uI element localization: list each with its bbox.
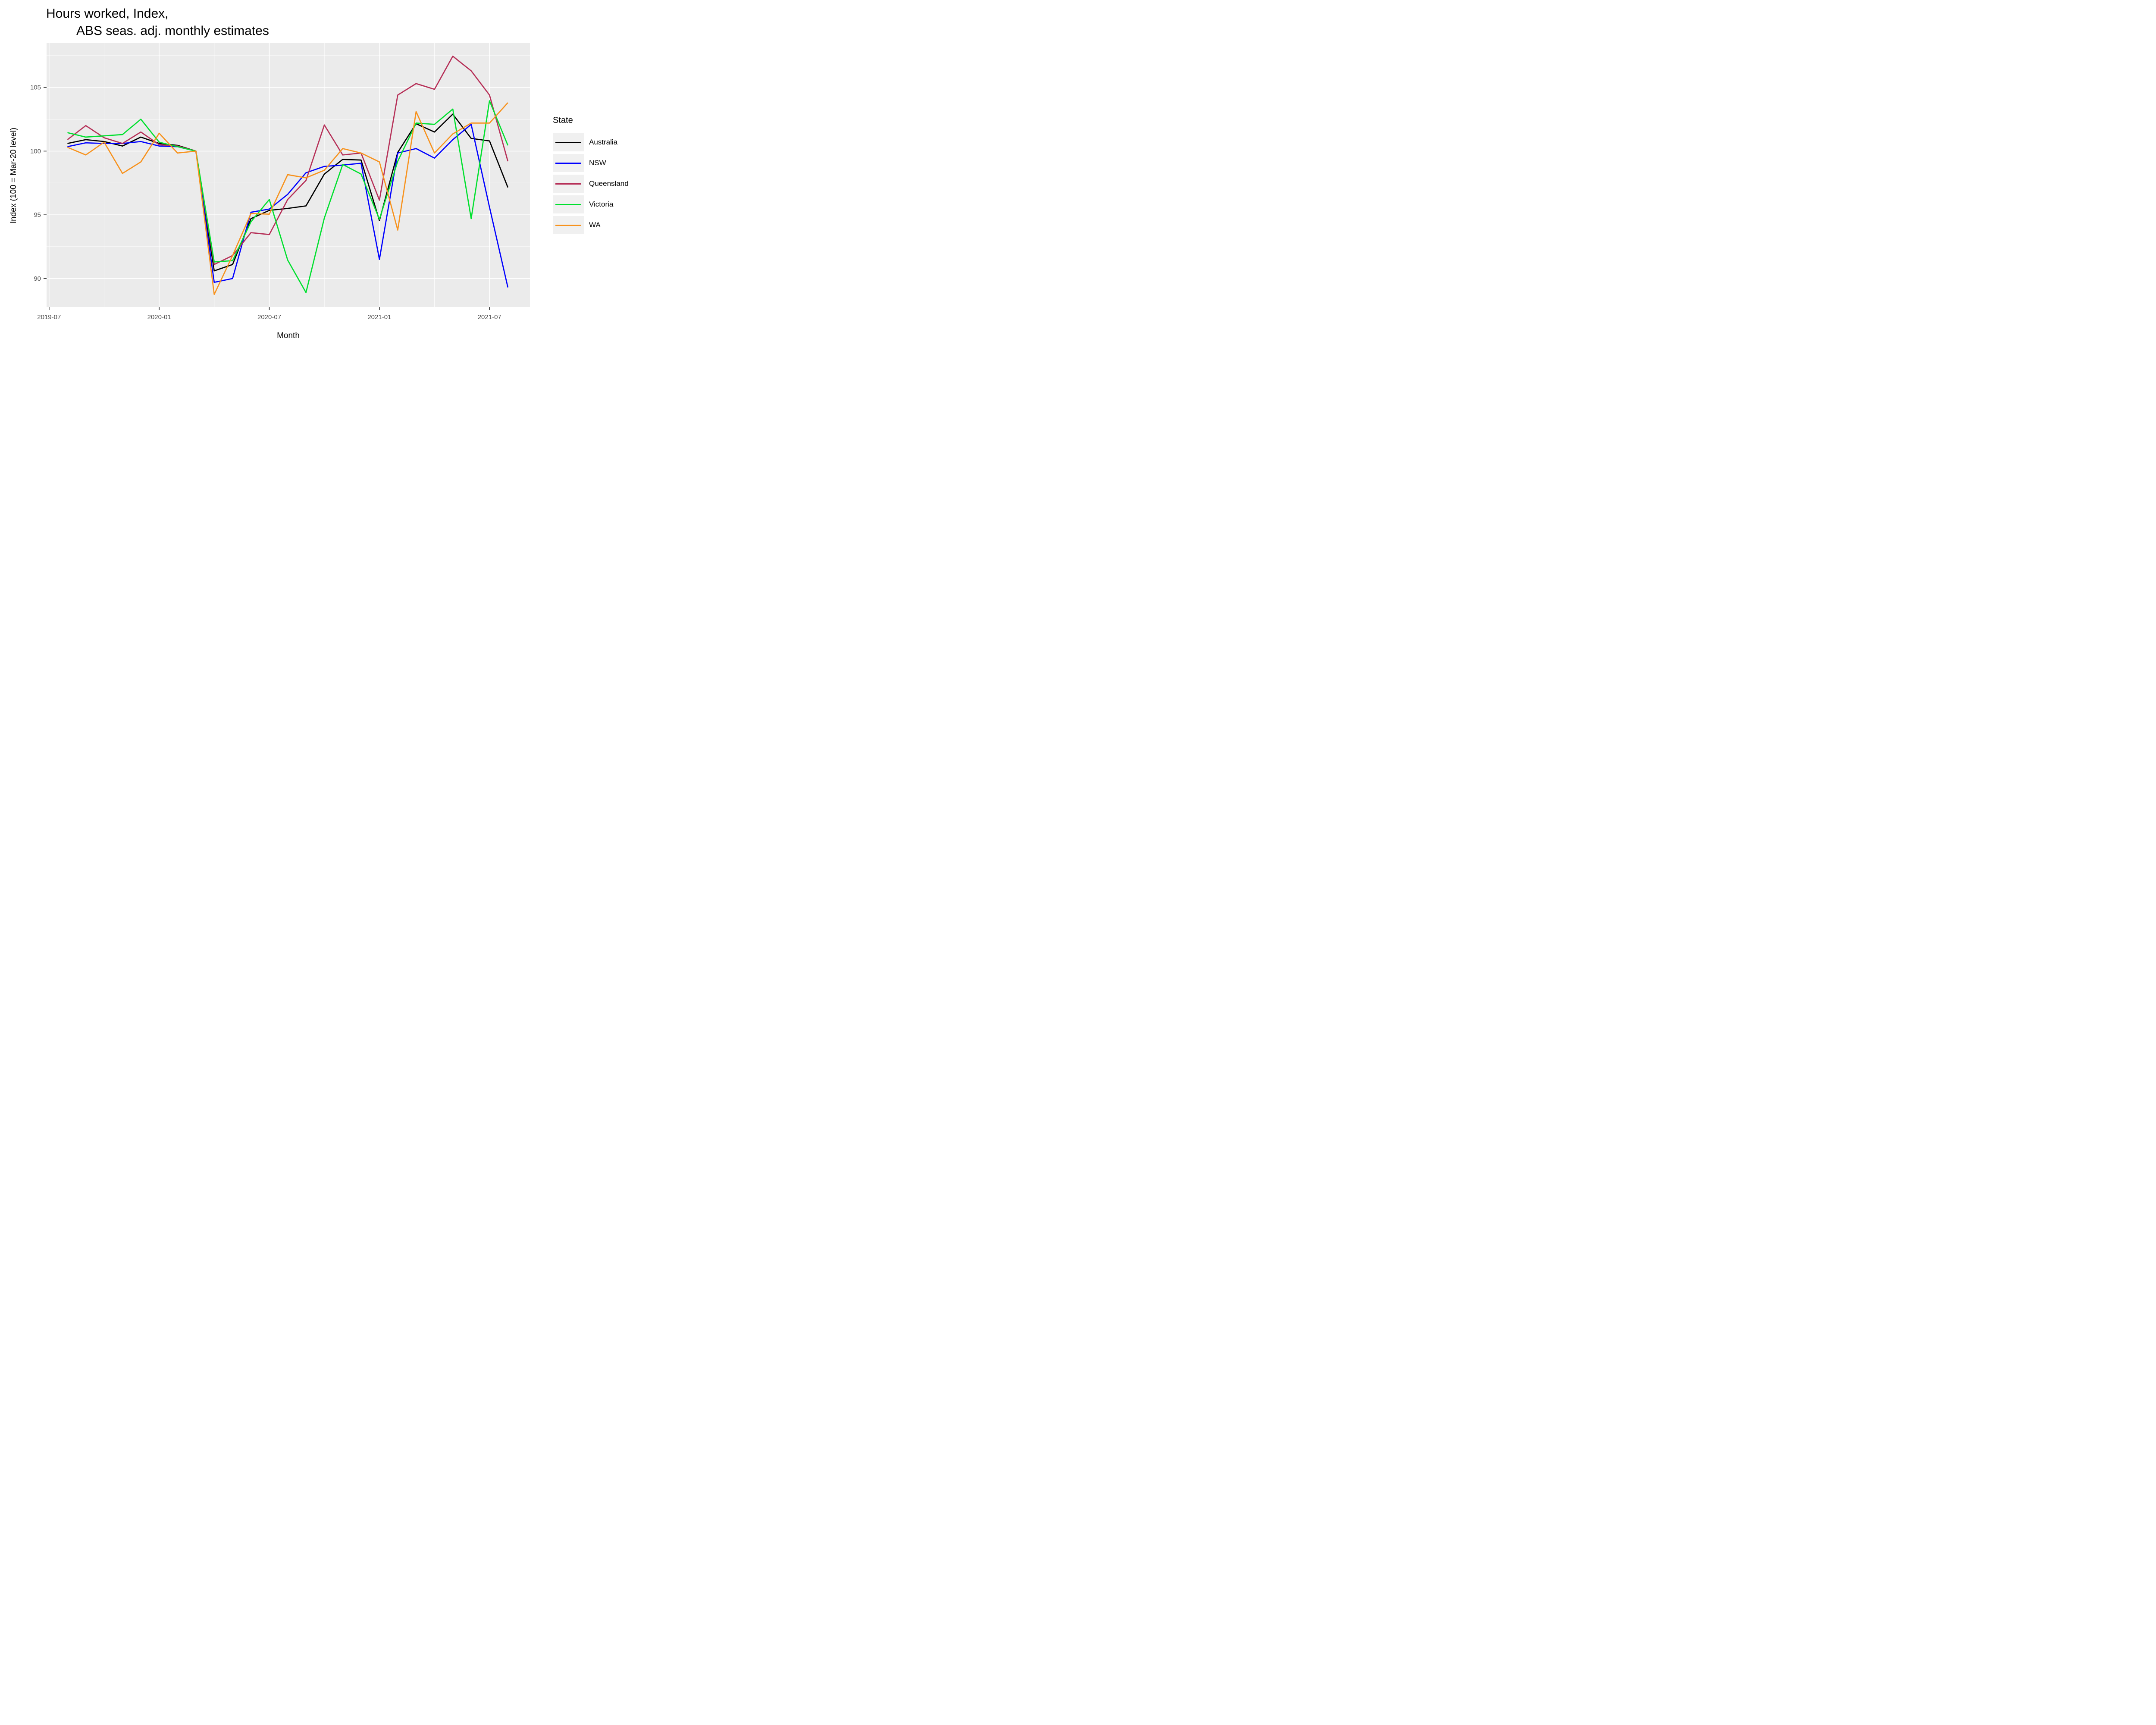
x-tick-label: 2019-07 xyxy=(37,314,61,321)
series-line-nsw xyxy=(67,124,509,288)
legend-key xyxy=(553,154,584,172)
chart-title-line2: ABS seas. adj. monthly estimates xyxy=(76,24,269,38)
legend-label: Australia xyxy=(589,138,618,146)
legend-key xyxy=(553,216,584,234)
legend-swatch-line xyxy=(555,224,581,226)
x-tick-label: 2020-07 xyxy=(257,314,281,321)
legend-label: WA xyxy=(589,221,601,229)
legend-label: Victoria xyxy=(589,200,614,208)
legend-swatch-line xyxy=(555,141,581,143)
legend-swatch-line xyxy=(555,162,581,164)
x-tick-label: 2021-01 xyxy=(367,314,391,321)
legend-item-australia: Australia xyxy=(553,133,629,151)
plot-area: 90 95 100 105 2019-07 2020-01 2020-07 2021-01 20… xyxy=(30,43,530,321)
legend-key xyxy=(553,175,584,193)
series-line-victoria xyxy=(67,100,509,293)
series-line-australia xyxy=(67,113,509,272)
legend-item-wa: WA xyxy=(553,216,629,234)
y-tick-label: 100 xyxy=(30,147,41,155)
y-tick-label: 105 xyxy=(30,84,41,91)
legend-items: Australia NSW Queensland Victoria WA xyxy=(553,133,629,234)
series-line-wa xyxy=(67,102,508,295)
legend-label: Queensland xyxy=(589,179,629,188)
figure: Hours worked, Index, ABS seas. adj. month… xyxy=(0,0,647,345)
legend-item-victoria: Victoria xyxy=(553,195,629,213)
legend-title: State xyxy=(553,116,573,125)
y-tick-label: 95 xyxy=(34,211,41,219)
legend-key xyxy=(553,133,584,151)
legend-swatch-line xyxy=(555,204,581,205)
legend-swatch-line xyxy=(555,183,581,185)
x-tick-label: 2021-07 xyxy=(478,314,501,321)
legend-item-queensland: Queensland xyxy=(553,175,629,193)
legend-item-nsw: NSW xyxy=(553,154,629,172)
chart-title-line1: Hours worked, Index, xyxy=(46,6,169,21)
series-line-queensland xyxy=(67,55,509,265)
y-tick-label: 90 xyxy=(34,275,41,282)
x-tick-label: 2020-01 xyxy=(147,314,171,321)
x-axis-title: Month xyxy=(277,331,300,340)
legend-label: NSW xyxy=(589,159,606,167)
legend: State Australia NSW Queensland Victoria WA xyxy=(553,116,629,237)
legend-key xyxy=(553,195,584,213)
chart-title: Hours worked, Index, ABS seas. adj. month… xyxy=(46,5,269,40)
